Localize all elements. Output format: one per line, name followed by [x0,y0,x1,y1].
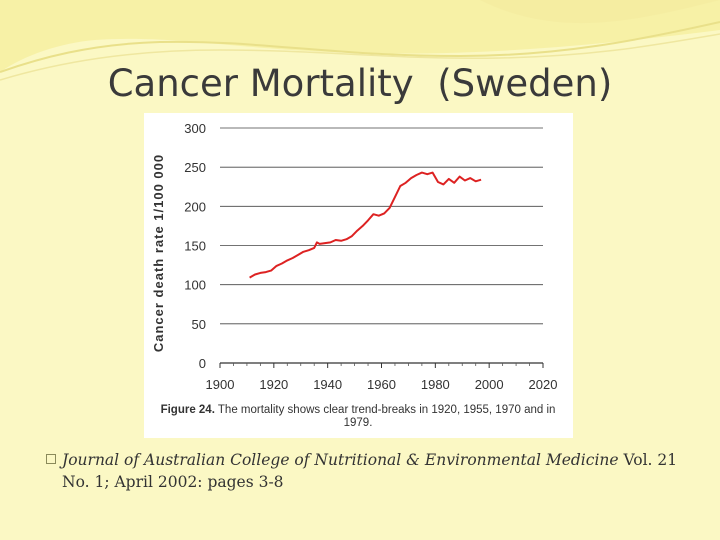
caption-text: The mortality shows clear trend-breaks i… [214,404,556,429]
y-tick-labels: 0 50 100 150 200 250 300 [184,121,206,371]
y-tick-300: 300 [184,121,206,136]
citation-details: Vol. 21 No. 1; April 2002: pages 3-8 [62,451,678,491]
slide-title: Cancer Mortality (Sweden) [107,62,613,105]
x-tick-1900: 1900 [206,377,235,392]
chart-series [249,171,482,279]
y-tick-50: 50 [192,317,206,332]
citation-journal: Journal of Australian College of Nutriti… [62,451,619,469]
citation: Journal of Australian College of Nutriti… [46,449,702,493]
y-tick-200: 200 [184,199,206,214]
series-line-0 [249,171,482,279]
chart-gridlines [220,127,543,364]
square-bullet-icon [46,454,56,464]
mortality-chart: 0 50 100 150 200 250 300 1900 1920 1940 1960 1980 2… [151,121,558,392]
x-tick-marks [219,363,544,368]
y-tick-100: 100 [184,278,206,293]
caption-label: Figure 24. [160,404,215,416]
x-tick-1940: 1940 [313,377,342,392]
x-tick-labels: 1900 1920 1940 1960 1980 2000 2020 [206,377,558,392]
y-axis-label: Cancer death rate 1/100 000 [151,154,166,352]
x-tick-2020: 2020 [529,377,558,392]
y-tick-0: 0 [199,356,206,371]
x-tick-1960: 1960 [367,377,396,392]
y-tick-250: 250 [184,160,206,175]
x-tick-2000: 2000 [475,377,504,392]
y-tick-150: 150 [184,239,206,254]
x-tick-1980: 1980 [421,377,450,392]
x-tick-1920: 1920 [259,377,288,392]
chart-figure: 0 50 100 150 200 250 300 1900 1920 1940 1960 1980 2… [144,113,573,438]
figure-caption: Figure 24. The mortality shows clear tre… [158,404,558,430]
